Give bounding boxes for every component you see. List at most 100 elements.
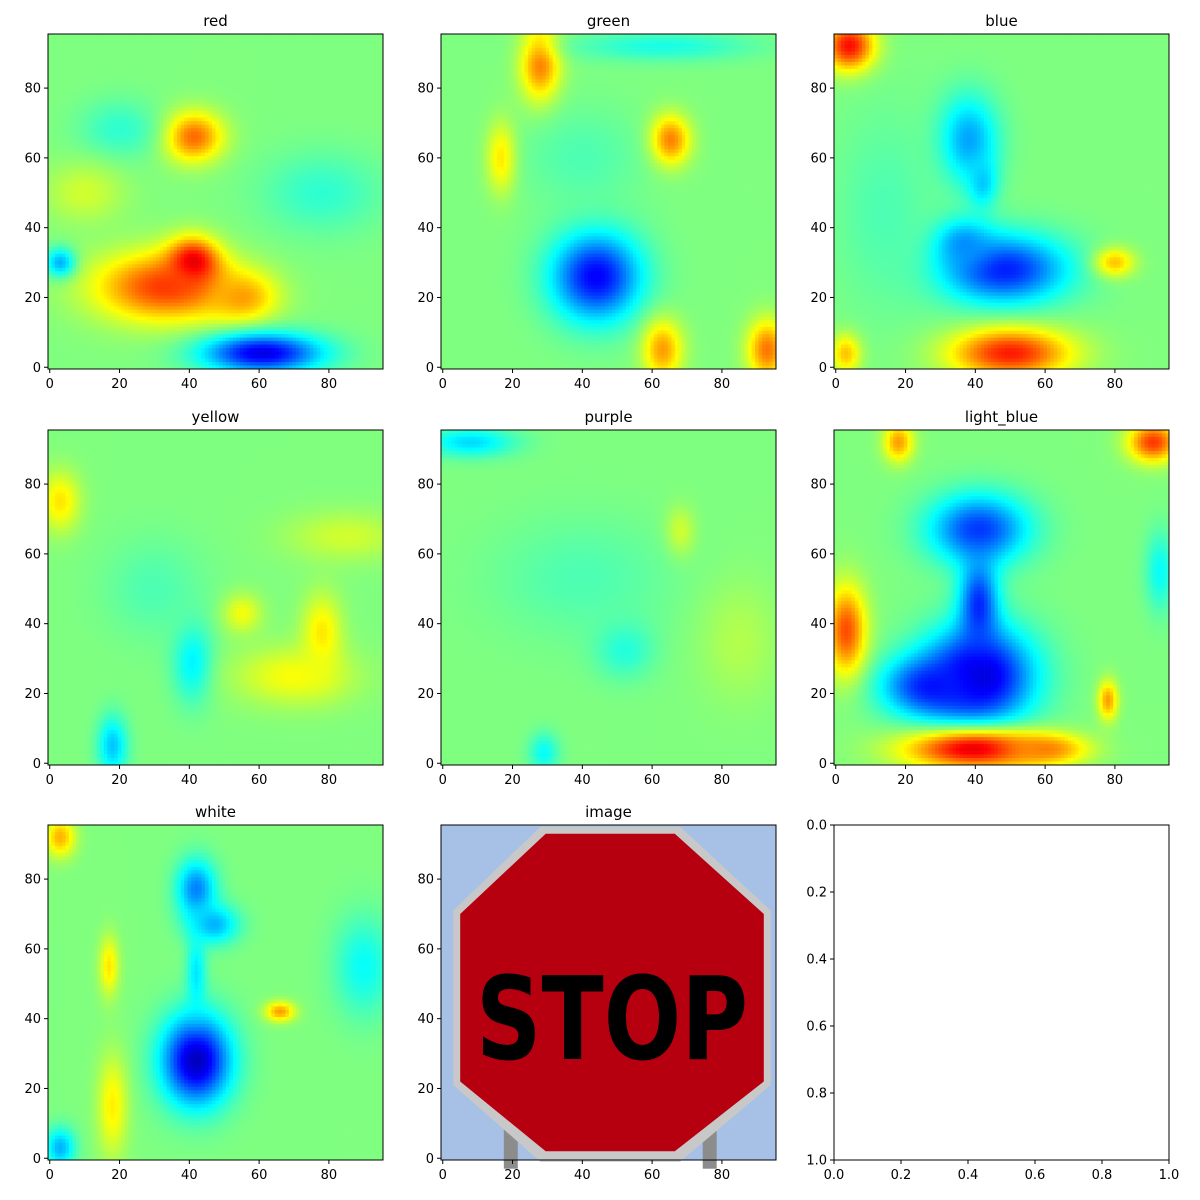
heatmap-cell <box>334 58 338 62</box>
heatmap-cell <box>111 69 115 73</box>
heatmap-cell <box>174 37 178 41</box>
heatmap-cell <box>188 51 192 55</box>
heatmap-cell <box>139 55 143 59</box>
heatmap-cell <box>128 44 132 48</box>
heatmap-cell <box>167 104 171 108</box>
heatmap-cell <box>257 51 261 55</box>
heatmap-cell <box>352 90 356 94</box>
heatmap-cell <box>62 44 66 48</box>
heatmap-cell <box>132 65 136 69</box>
heatmap-cell <box>184 34 188 38</box>
heatmap-cell <box>163 86 167 90</box>
heatmap-cell <box>142 37 146 41</box>
heatmap-cell <box>261 72 265 76</box>
heatmap-cell <box>317 55 321 59</box>
heatmap-cell <box>86 76 90 80</box>
heatmap-cell <box>359 48 363 52</box>
heatmap-cell <box>320 72 324 76</box>
heatmap-cell <box>327 48 331 52</box>
heatmap-cell <box>121 48 125 52</box>
heatmap-cell <box>331 44 335 48</box>
heatmap-cell <box>142 72 146 76</box>
heatmap-cell <box>177 72 181 76</box>
heatmap-cell <box>373 65 377 69</box>
heatmap-cell <box>306 55 310 59</box>
heatmap-cell <box>135 100 139 104</box>
heatmap-cell <box>338 83 342 87</box>
heatmap-cell <box>205 48 209 52</box>
heatmap-cell <box>97 104 101 108</box>
heatmap-cell <box>233 69 237 73</box>
heatmap-cell <box>181 76 185 80</box>
heatmap-cell <box>86 55 90 59</box>
heatmap-cell <box>118 48 122 52</box>
heatmap-cell <box>205 93 209 97</box>
heatmap-cell <box>240 62 244 66</box>
heatmap-cell <box>65 90 69 94</box>
heatmap-cell <box>153 79 157 83</box>
heatmap-cell <box>58 65 62 69</box>
heatmap-cell <box>306 83 310 87</box>
heatmap-cell <box>341 62 345 66</box>
heatmap-cell <box>149 65 153 69</box>
heatmap-cell <box>104 44 108 48</box>
heatmap-cell <box>222 76 226 80</box>
heatmap-cell <box>202 65 206 69</box>
heatmap-cell <box>289 72 293 76</box>
heatmap-cell <box>338 86 342 90</box>
heatmap-cell <box>338 58 342 62</box>
heatmap-cell <box>177 44 181 48</box>
heatmap-cell <box>247 58 251 62</box>
heatmap-cell <box>195 44 199 48</box>
heatmap-cell <box>296 69 300 73</box>
heatmap-cell <box>188 34 192 38</box>
heatmap-cell <box>107 100 111 104</box>
heatmap-cell <box>243 76 247 80</box>
heatmap-cell <box>177 62 181 66</box>
heatmap-cell <box>111 51 115 55</box>
heatmap-cell <box>216 62 220 66</box>
heatmap-cell <box>209 69 213 73</box>
heatmap-cell <box>83 100 87 104</box>
heatmap-cell <box>107 58 111 62</box>
heatmap-cell <box>289 69 293 73</box>
heatmap-cell <box>362 93 366 97</box>
heatmap-cell <box>93 51 97 55</box>
heatmap-cell <box>376 90 380 94</box>
heatmap-cell <box>69 44 73 48</box>
heatmap-cell <box>100 83 104 87</box>
heatmap-cell <box>93 83 97 87</box>
heatmap-cell <box>48 51 52 55</box>
heatmap-cell <box>229 62 233 66</box>
heatmap-cell <box>369 55 373 59</box>
heatmap-cell <box>229 34 233 38</box>
heatmap-cell <box>317 79 321 83</box>
heatmap-cell <box>338 65 342 69</box>
heatmap-cell <box>51 100 55 104</box>
heatmap-cell <box>229 86 233 90</box>
heatmap-cell <box>153 41 157 45</box>
heatmap-cell <box>236 90 240 94</box>
heatmap-cell <box>243 69 247 73</box>
heatmap-cell <box>121 93 125 97</box>
heatmap-cell <box>125 37 129 41</box>
heatmap-cell <box>352 44 356 48</box>
heatmap-cell <box>83 97 87 101</box>
heatmap-cell <box>285 37 289 41</box>
heatmap-cell <box>139 48 143 52</box>
heatmap-cell <box>198 76 202 80</box>
heatmap-cell <box>212 48 216 52</box>
heatmap-cell <box>58 90 62 94</box>
heatmap-cell <box>338 100 342 104</box>
heatmap-cell <box>160 93 164 97</box>
heatmap-cell <box>320 48 324 52</box>
heatmap-cell <box>118 104 122 108</box>
heatmap-cell <box>146 72 150 76</box>
heatmap-cell <box>219 62 223 66</box>
heatmap-cell <box>376 51 380 55</box>
heatmap-cell <box>310 100 314 104</box>
heatmap-cell <box>76 51 80 55</box>
heatmap-cell <box>132 69 136 73</box>
heatmap-cell <box>188 65 192 69</box>
heatmap-cell <box>170 37 174 41</box>
